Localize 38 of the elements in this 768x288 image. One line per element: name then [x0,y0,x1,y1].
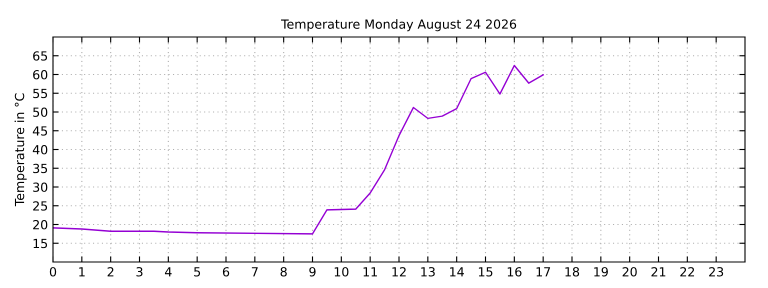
y-tick-label: 45 [32,126,48,136]
x-tick-label: 11 [364,267,377,276]
x-tick-label: 12 [392,267,406,276]
x-tick-label: 0 [50,267,56,277]
x-tick-label: 15 [478,267,492,277]
x-tick-label: 16 [508,267,522,277]
y-tick-label: 60 [33,70,48,80]
x-tick-label: 7 [252,267,258,276]
y-tick-label: 65 [33,51,48,61]
chart-title: Temperature Monday August 24 2026 [281,19,516,32]
x-tick-label: 20 [622,267,637,277]
x-tick-label: 18 [565,267,580,277]
y-tick-label: 35 [33,164,48,174]
y-tick-label: 15 [34,238,48,248]
y-tick-label: 50 [33,107,48,117]
x-tick-label: 23 [709,267,724,277]
y-axis-title: Temperature in °C [14,93,27,206]
x-tick-label: 10 [334,267,348,277]
x-tick-label: 17 [536,267,550,276]
x-tick-label: 6 [222,267,230,277]
y-tick-label: 30 [33,182,48,192]
x-tick-label: 1 [79,267,85,276]
x-tick-label: 22 [680,267,694,276]
line-series [53,64,544,235]
y-tick-label: 25 [33,201,48,211]
x-tick-label: 9 [309,267,316,277]
x-tick-label: 19 [594,267,608,277]
y-tick-label: 55 [33,88,48,98]
y-tick-label: 20 [33,220,48,230]
x-tick-label: 13 [421,267,435,277]
x-tick-label: 4 [164,267,172,276]
x-tick-label: 2 [108,267,114,276]
x-tick-label: 5 [194,267,200,277]
x-tick-label: 14 [450,267,464,276]
x-tick-label: 8 [280,267,287,277]
x-tick-label: 3 [136,267,142,277]
x-tick-label: 21 [651,267,666,276]
y-tick-label: 40 [32,144,48,154]
